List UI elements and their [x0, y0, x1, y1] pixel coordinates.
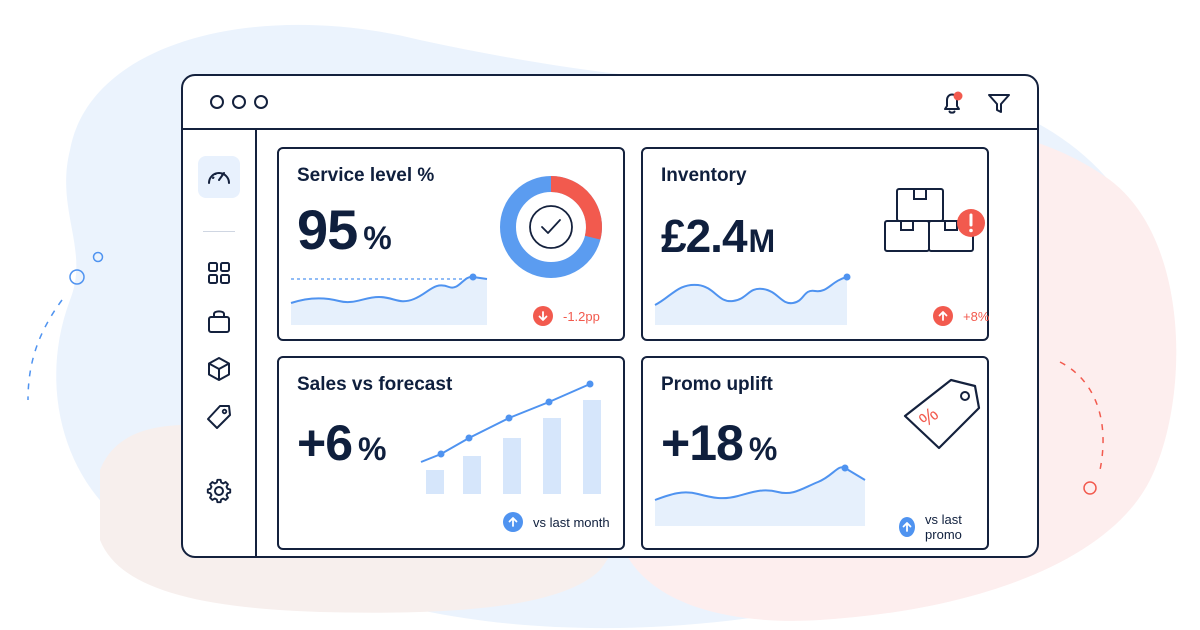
promo-delta: vs last promo — [925, 512, 962, 542]
service-level-sparkline — [290, 273, 488, 325]
dashboard-gauge-icon[interactable] — [203, 161, 235, 193]
sales-delta: vs last month — [533, 514, 610, 530]
promo-value: +18% — [661, 414, 777, 472]
promo-delta-badge: vs last promo — [899, 512, 987, 542]
sales-bar-line-chart — [420, 380, 601, 494]
arrow-up-icon — [933, 306, 953, 326]
service-level-delta-badge: -1.2pp — [533, 306, 600, 326]
inventory-number: £2.4 — [661, 210, 748, 262]
inventory-title: Inventory — [661, 165, 747, 186]
check-circle-icon — [529, 205, 573, 249]
window-titlebar — [183, 76, 1037, 130]
settings-gear-icon[interactable] — [203, 475, 235, 507]
sales-unit: % — [358, 431, 386, 467]
sales-title: Sales vs forecast — [297, 374, 453, 395]
notification-bell-icon[interactable] — [937, 88, 967, 118]
promo-number: +18 — [661, 415, 744, 471]
arrow-down-icon — [533, 306, 553, 326]
inventory-delta-badge: +8% — [933, 306, 989, 326]
promo-uplift-card[interactable]: Promo uplift +18% % vs last promo — [641, 356, 989, 550]
grid-icon[interactable] — [203, 257, 235, 289]
window-dot-1[interactable] — [210, 95, 224, 109]
promo-sparkline — [654, 464, 866, 526]
window-dot-3[interactable] — [254, 95, 268, 109]
filter-icon[interactable] — [984, 88, 1014, 118]
sales-value: +6% — [297, 414, 386, 472]
box-icon[interactable] — [203, 353, 235, 385]
service-level-card[interactable]: Service level % 95% -1.2pp — [277, 147, 625, 341]
sales-vs-forecast-card[interactable]: Sales vs forecast +6% vs last month — [277, 356, 625, 550]
sales-delta-badge: vs last month — [503, 512, 610, 532]
arrow-up-icon — [899, 517, 916, 537]
inventory-sparkline — [654, 273, 851, 325]
discount-tag-icon: % — [903, 378, 981, 450]
window-dot-2[interactable] — [232, 95, 246, 109]
promo-unit: % — [748, 431, 777, 467]
promo-title: Promo uplift — [661, 374, 773, 395]
inventory-unit: M — [748, 223, 776, 259]
service-level-number: 95 — [297, 198, 358, 261]
sidebar-separator — [203, 231, 235, 232]
dashboard-window: Service level % 95% -1.2pp Inventory £2.… — [181, 74, 1039, 558]
sidebar — [183, 130, 257, 556]
sales-number: +6 — [297, 415, 353, 471]
service-level-unit: % — [363, 220, 391, 256]
inventory-value: £2.4M — [661, 209, 776, 263]
shopping-bag-icon[interactable] — [203, 305, 235, 337]
sidebar-active-highlight — [198, 156, 240, 198]
inventory-card[interactable]: Inventory £2.4M +8% — [641, 147, 989, 341]
stacked-boxes-alert-icon — [884, 188, 985, 252]
service-level-value: 95% — [297, 197, 392, 262]
arrow-up-icon — [503, 512, 523, 532]
inventory-delta: +8% — [963, 308, 990, 324]
service-level-donut — [500, 176, 602, 278]
tag-icon[interactable] — [203, 401, 235, 433]
service-level-title: Service level % — [297, 165, 435, 186]
service-level-delta: -1.2pp — [563, 308, 600, 324]
